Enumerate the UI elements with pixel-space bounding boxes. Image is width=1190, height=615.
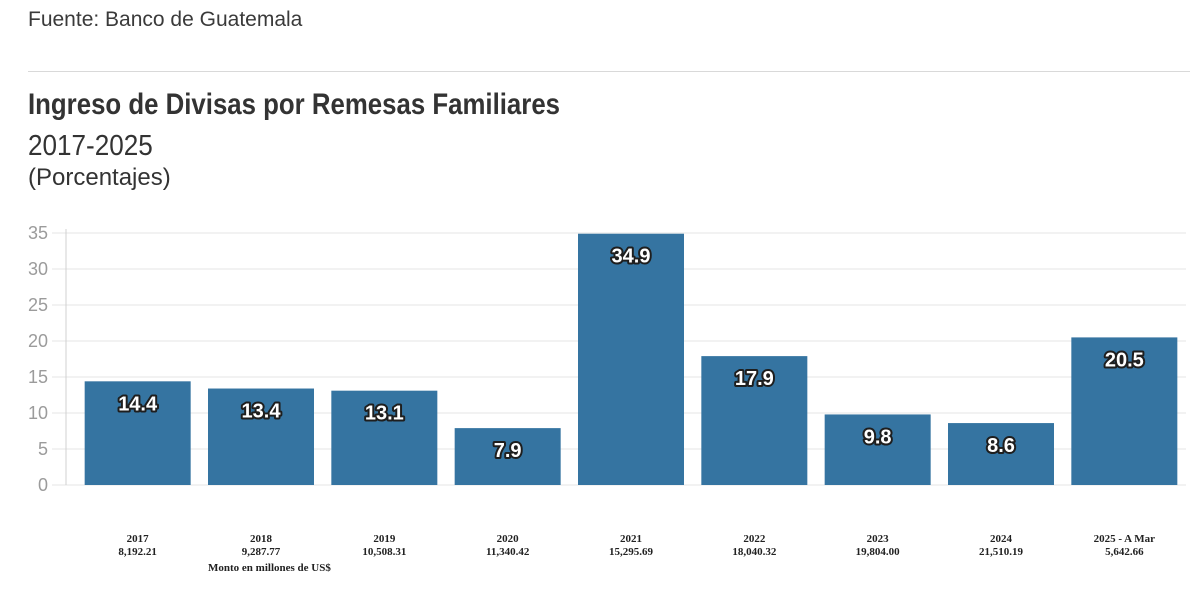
data-label: 34.9 [612,246,651,268]
x-tick-label: 2025 - A Mar [1094,533,1156,545]
data-label: 13.1 [365,403,404,425]
x-amount-label: 21,510.19 [979,546,1024,558]
data-label: 13.4 [242,401,282,423]
x-amount-label: 19,804.00 [856,546,901,558]
chart-subtitle: 2017-2025 [28,130,153,162]
y-tick-label: 10 [28,403,48,423]
bar [454,428,561,485]
data-label: 9.8 [864,426,892,448]
chart-units: (Porcentajes) [28,164,171,191]
y-tick-label: 35 [28,223,48,243]
data-label: 7.9 [494,440,522,462]
x-tick-label: 2020 [497,533,520,545]
source-note: Fuente: Banco de Guatemala [28,8,303,31]
x-tick-label: 2023 [867,533,890,545]
x-tick-label: 2018 [250,533,273,545]
data-label: 14.4 [118,393,158,415]
x-amount-label: 8,192.21 [118,546,157,558]
y-tick-label: 0 [38,475,48,495]
x-amount-label: 15,295.69 [609,546,654,558]
bar [824,414,931,485]
x-amount-label: 5,642.66 [1105,546,1144,558]
x-amount-label: 10,508.31 [362,546,406,558]
x-tick-label: 2024 [990,533,1013,545]
bar [331,390,438,485]
y-tick-label: 30 [28,259,48,279]
x-tick-label: 2022 [743,533,766,545]
data-label: 17.9 [735,368,774,390]
bar [578,233,684,485]
y-tick-label: 15 [28,367,48,387]
y-tick-label: 25 [28,295,48,315]
bar [701,356,808,485]
y-tick-label: 20 [28,331,48,351]
chart-title: Ingreso de Divisas por Remesas Familiare… [28,88,561,121]
x-amount-label: 18,040.32 [732,546,777,558]
x-amount-label: 11,340.42 [486,546,530,558]
x-tick-label: 2017 [127,533,150,545]
bar [948,423,1054,485]
y-tick-label: 5 [38,439,48,459]
data-label: 20.5 [1105,349,1144,371]
bar [84,381,191,485]
x-axis-footnote: Monto en millones de US$ [208,562,331,574]
divider [28,71,1190,72]
data-label: 8.6 [987,435,1015,457]
x-tick-label: 2021 [620,533,642,545]
bar [208,388,314,485]
x-tick-label: 2019 [373,533,396,545]
x-amount-label: 9,287.77 [242,546,281,558]
bar [1071,337,1178,485]
